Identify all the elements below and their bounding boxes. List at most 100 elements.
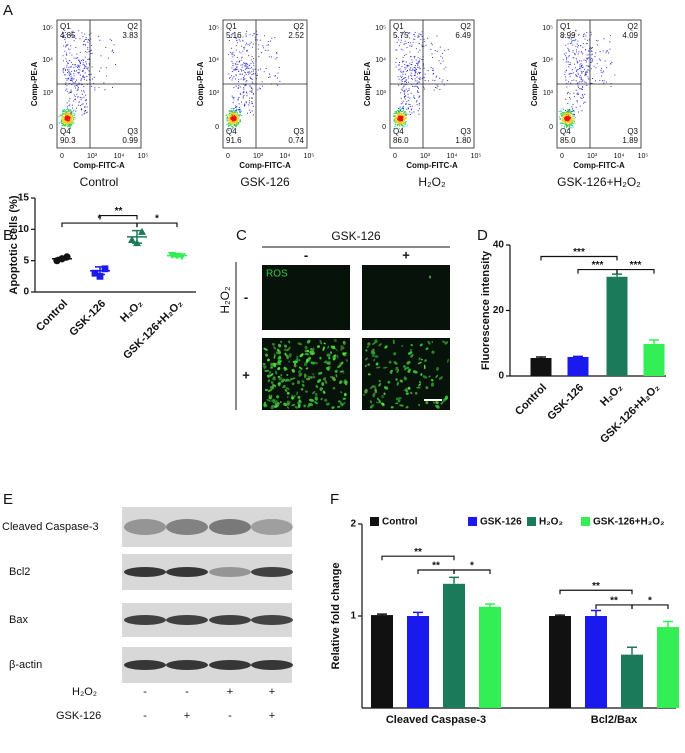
- event-dot: [583, 96, 584, 98]
- event-dot: [85, 65, 86, 67]
- event-dot: [85, 100, 87, 102]
- event-dot: [239, 111, 240, 112]
- event-dot: [94, 89, 96, 91]
- event-dot: [587, 76, 589, 78]
- event-dot: [584, 38, 586, 40]
- event-dot: [63, 123, 65, 125]
- event-dot: [250, 77, 251, 79]
- event-dot: [433, 72, 434, 74]
- cell: [396, 381, 399, 386]
- cell: [370, 404, 373, 409]
- event-dot: [600, 69, 602, 71]
- event-dot: [576, 60, 578, 62]
- event-dot: [565, 118, 567, 120]
- event-dot: [571, 123, 572, 125]
- event-dot: [405, 113, 407, 115]
- event-dot: [73, 109, 75, 111]
- event-dot: [410, 74, 412, 76]
- event-dot: [591, 83, 593, 84]
- cell: [310, 376, 313, 379]
- event-dot: [418, 66, 420, 68]
- cell: [298, 369, 302, 374]
- event-dot: [579, 75, 581, 76]
- event-dot: [416, 91, 418, 93]
- x-tick-label: Bcl2/Bax: [591, 714, 638, 726]
- event-dot: [63, 35, 65, 37]
- x-tick-label: 10³: [420, 153, 431, 160]
- event-dot: [63, 117, 65, 118]
- cell: [278, 376, 283, 381]
- event-dot: [71, 80, 73, 82]
- event-dot: [67, 126, 68, 128]
- event-dot: [231, 114, 233, 116]
- event-dot: [63, 45, 65, 47]
- event-dot: [239, 73, 241, 75]
- y-tick-label: 10³: [43, 90, 54, 97]
- event-dot: [91, 78, 93, 80]
- event-dot: [88, 58, 90, 60]
- cell: [277, 367, 281, 371]
- event-dot: [81, 84, 83, 86]
- event-dot: [572, 110, 574, 112]
- event-dot: [66, 113, 68, 115]
- event-dot: [590, 34, 592, 36]
- event-dot: [230, 121, 232, 123]
- condition-sign: +: [227, 686, 233, 698]
- event-dot: [569, 75, 571, 77]
- event-dot: [610, 63, 612, 65]
- cell: [442, 340, 446, 343]
- event-dot: [573, 92, 575, 94]
- cell: [365, 349, 368, 352]
- x-tick-label: 10⁴: [280, 153, 291, 160]
- cell: [337, 400, 341, 403]
- cell: [320, 397, 323, 401]
- event-dot: [252, 83, 254, 84]
- event-dot: [393, 119, 395, 121]
- event-dot: [63, 60, 64, 62]
- event-dot: [69, 119, 71, 121]
- event-dot: [407, 33, 409, 35]
- event-dot: [237, 63, 239, 65]
- event-dot: [66, 44, 67, 46]
- cell: [395, 402, 399, 405]
- event-dot: [586, 32, 588, 33]
- micrograph: [362, 338, 450, 410]
- event-dot: [65, 121, 66, 123]
- cell: [286, 391, 290, 395]
- event-dot: [436, 35, 438, 37]
- event-dot: [236, 108, 238, 110]
- event-dot: [256, 34, 258, 36]
- cell: [287, 346, 291, 351]
- event-dot: [413, 57, 415, 59]
- event-dot: [66, 114, 68, 116]
- cell: [369, 386, 374, 389]
- event-dot: [403, 113, 405, 115]
- event-dot: [247, 112, 248, 114]
- event-dot: [582, 86, 584, 88]
- event-dot: [235, 125, 237, 126]
- event-dot: [568, 120, 570, 122]
- y-axis-label: Apoptotic cells (%): [8, 195, 20, 294]
- event-dot: [565, 69, 567, 71]
- event-dot: [71, 122, 73, 124]
- cell: [427, 340, 431, 345]
- cell: [264, 388, 268, 392]
- event-dot: [277, 72, 279, 74]
- event-dot: [68, 73, 70, 75]
- event-dot: [83, 91, 85, 93]
- event-dot: [237, 68, 239, 70]
- event-dot: [401, 115, 403, 117]
- cell: [337, 405, 341, 408]
- event-dot: [579, 64, 581, 66]
- event-dot: [567, 117, 569, 118]
- event-dot: [407, 77, 409, 79]
- event-dot: [228, 117, 229, 119]
- cell: [332, 345, 335, 350]
- event-dot: [236, 39, 238, 41]
- cell: [420, 373, 423, 376]
- event-dot: [232, 62, 234, 64]
- event-dot: [401, 77, 402, 79]
- event-dot: [564, 119, 566, 121]
- event-dot: [66, 109, 68, 110]
- event-dot: [570, 110, 572, 112]
